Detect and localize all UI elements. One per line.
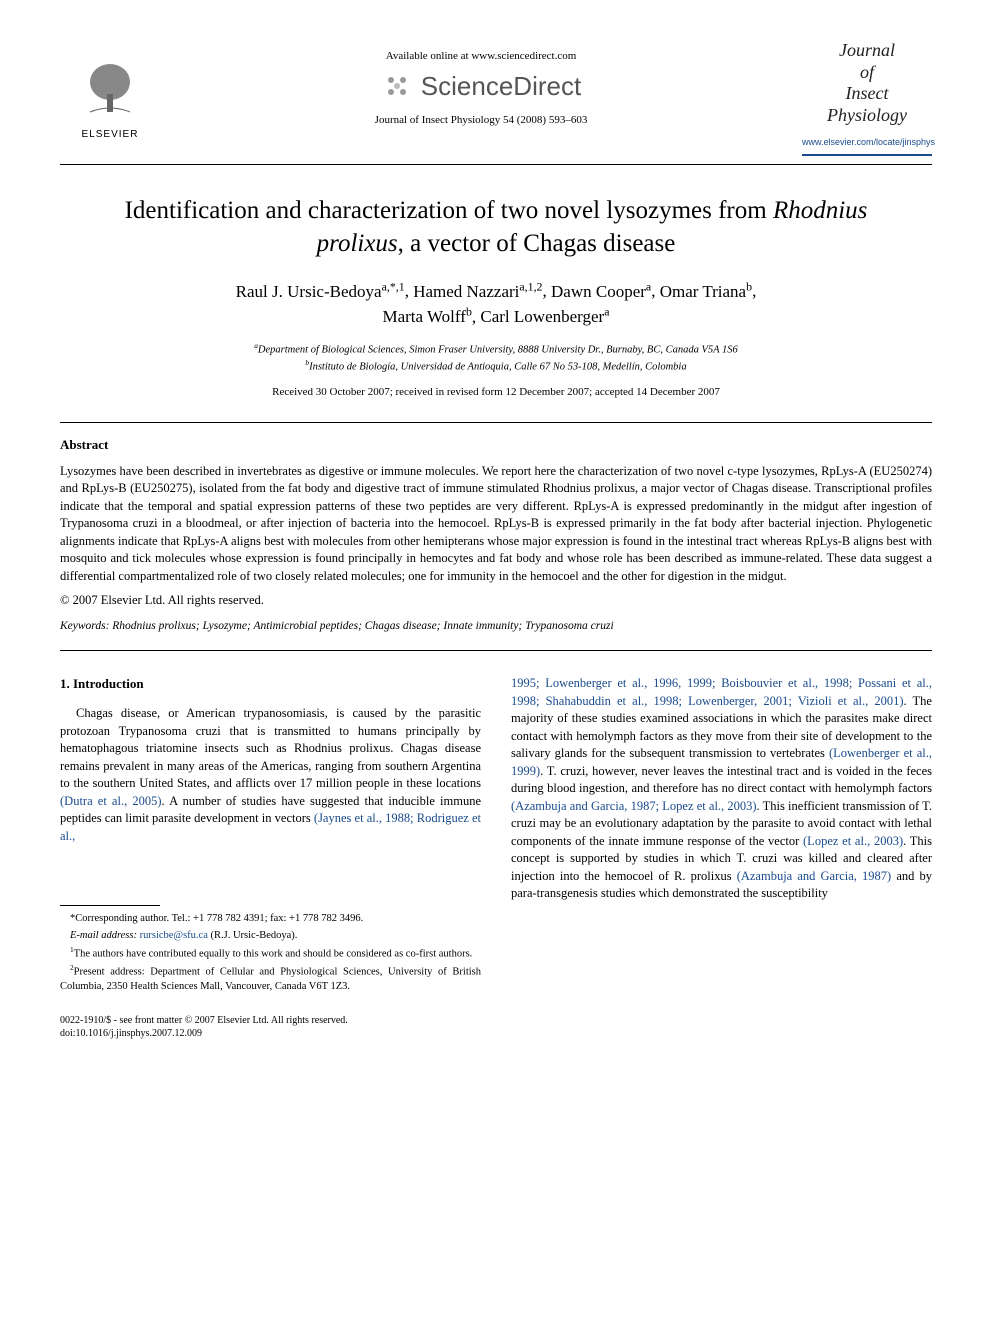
author-sup: a — [604, 305, 609, 319]
sciencedirect-logo: ScienceDirect — [160, 70, 802, 102]
introduction-heading: 1. Introduction — [60, 675, 481, 693]
abstract-copyright: © 2007 Elsevier Ltd. All rights reserved… — [60, 593, 932, 608]
footnote-1: 1The authors have contributed equally to… — [60, 945, 481, 962]
author-sup: a,*,1 — [382, 279, 405, 293]
page-header: ELSEVIER Available online at www.science… — [60, 40, 932, 156]
elsevier-tree-icon — [80, 60, 140, 120]
footnotes: *Corresponding author. Tel.: +1 778 782 … — [60, 912, 481, 994]
author-name: Carl Lowenberger — [480, 307, 604, 326]
intro-text: . T. cruzi, however, never leaves the in… — [511, 764, 932, 796]
footnote-2: 2Present address: Department of Cellular… — [60, 963, 481, 994]
citation-line: Journal of Insect Physiology 54 (2008) 5… — [160, 114, 802, 126]
affiliations: aDepartment of Biological Sciences, Simo… — [60, 341, 932, 375]
abstract-top-rule — [60, 422, 932, 423]
journal-url-link[interactable]: www.elsevier.com/locate/jinsphys — [802, 137, 935, 147]
keywords-label: Keywords: — [60, 620, 109, 632]
title-part1: Identification and characterization of t… — [125, 197, 767, 224]
affiliation-a: aDepartment of Biological Sciences, Simo… — [60, 341, 932, 358]
citation-link[interactable]: 1995; Lowenberger et al., 1996, 1999; Bo… — [511, 676, 932, 708]
keywords: Keywords: Rhodnius prolixus; Lysozyme; A… — [60, 620, 932, 632]
journal-title-line: Journal — [802, 40, 932, 62]
abstract-text-content: Lysozymes have been described in inverte… — [60, 464, 932, 583]
body-columns: 1. Introduction Chagas disease, or Ameri… — [60, 675, 932, 1040]
author: Omar Trianab — [660, 282, 752, 301]
author: Marta Wolffb — [382, 307, 471, 326]
author: Raul J. Ursic-Bedoyaa,*,1 — [236, 282, 405, 301]
front-matter-line: 0022-1910/$ - see front matter © 2007 El… — [60, 1014, 481, 1027]
citation-link[interactable]: (Lopez et al., 2003) — [803, 834, 903, 848]
intro-text: Chagas disease, or American trypanosomia… — [60, 706, 481, 790]
footnote-text: The authors have contributed equally to … — [74, 948, 473, 959]
author: Hamed Nazzaria,1,2 — [413, 282, 542, 301]
citation-link[interactable]: (Dutra et al., 2005) — [60, 794, 162, 808]
title-part2: , a vector of Chagas disease — [398, 230, 676, 257]
journal-title-line: of — [802, 62, 932, 84]
article-title: Identification and characterization of t… — [100, 195, 892, 260]
author-sup: b — [746, 279, 752, 293]
header-center: Available online at www.sciencedirect.co… — [160, 40, 802, 126]
author-email-link[interactable]: rursicbe@sfu.ca — [140, 930, 208, 941]
citation-link[interactable]: (Azambuja and Garcia, 1987; Lopez et al.… — [511, 799, 757, 813]
journal-title-line: Insect — [802, 83, 932, 105]
intro-paragraph: Chagas disease, or American trypanosomia… — [60, 705, 481, 845]
journal-title-line: Physiology — [802, 105, 932, 127]
left-column: 1. Introduction Chagas disease, or Ameri… — [60, 675, 481, 1040]
author: Dawn Coopera — [551, 282, 651, 301]
footnote-rule — [60, 905, 160, 906]
author-sup: a,1,2 — [519, 279, 542, 293]
author-name: Omar Triana — [660, 282, 746, 301]
citation-link[interactable]: (Azambuja and Garcia, 1987) — [737, 869, 892, 883]
author-name: Hamed Nazzari — [413, 282, 519, 301]
abstract-body: Lysozymes have been described in inverte… — [60, 463, 932, 586]
affiliation-b: bInstituto de Biología, Universidad de A… — [60, 358, 932, 375]
available-online-text: Available online at www.sciencedirect.co… — [160, 50, 802, 62]
sciencedirect-text: ScienceDirect — [421, 71, 581, 102]
email-note: E-mail address: rursicbe@sfu.ca (R.J. Ur… — [60, 929, 481, 943]
author-name: Marta Wolff — [382, 307, 465, 326]
header-rule — [60, 164, 932, 165]
corresponding-author-note: *Corresponding author. Tel.: +1 778 782 … — [60, 912, 481, 926]
citation-link[interactable]: (Jaynes et al., 1988 — [314, 811, 410, 825]
author-list: Raul J. Ursic-Bedoyaa,*,1, Hamed Nazzari… — [60, 278, 932, 329]
author-sup: b — [466, 305, 472, 319]
sciencedirect-icon — [381, 70, 413, 102]
abstract-bottom-rule — [60, 650, 932, 651]
journal-title: Journal of Insect Physiology — [802, 40, 932, 126]
author: Carl Lowenbergera — [480, 307, 609, 326]
keywords-list: Rhodnius prolixus; Lysozyme; Antimicrobi… — [112, 620, 613, 632]
journal-title-box: Journal of Insect Physiology www.elsevie… — [802, 40, 932, 156]
email-label: E-mail address: — [70, 930, 137, 941]
author-name: Dawn Cooper — [551, 282, 646, 301]
author-sup: a — [646, 279, 651, 293]
bottom-meta: 0022-1910/$ - see front matter © 2007 El… — [60, 1014, 481, 1040]
affiliation-text: Instituto de Biología, Universidad de An… — [309, 362, 687, 373]
intro-paragraph-continued: 1995; Lowenberger et al., 1996, 1999; Bo… — [511, 675, 932, 903]
elsevier-label: ELSEVIER — [60, 129, 160, 140]
doi-line: doi:10.1016/j.jinsphys.2007.12.009 — [60, 1027, 481, 1040]
abstract-heading: Abstract — [60, 437, 932, 453]
right-column: 1995; Lowenberger et al., 1996, 1999; Bo… — [511, 675, 932, 1040]
affiliation-text: Department of Biological Sciences, Simon… — [258, 345, 738, 356]
author-name: Raul J. Ursic-Bedoya — [236, 282, 382, 301]
footnote-text: Present address: Department of Cellular … — [60, 967, 481, 992]
article-dates: Received 30 October 2007; received in re… — [60, 386, 932, 398]
email-owner: (R.J. Ursic-Bedoya). — [211, 930, 298, 941]
elsevier-logo-block: ELSEVIER — [60, 40, 160, 140]
